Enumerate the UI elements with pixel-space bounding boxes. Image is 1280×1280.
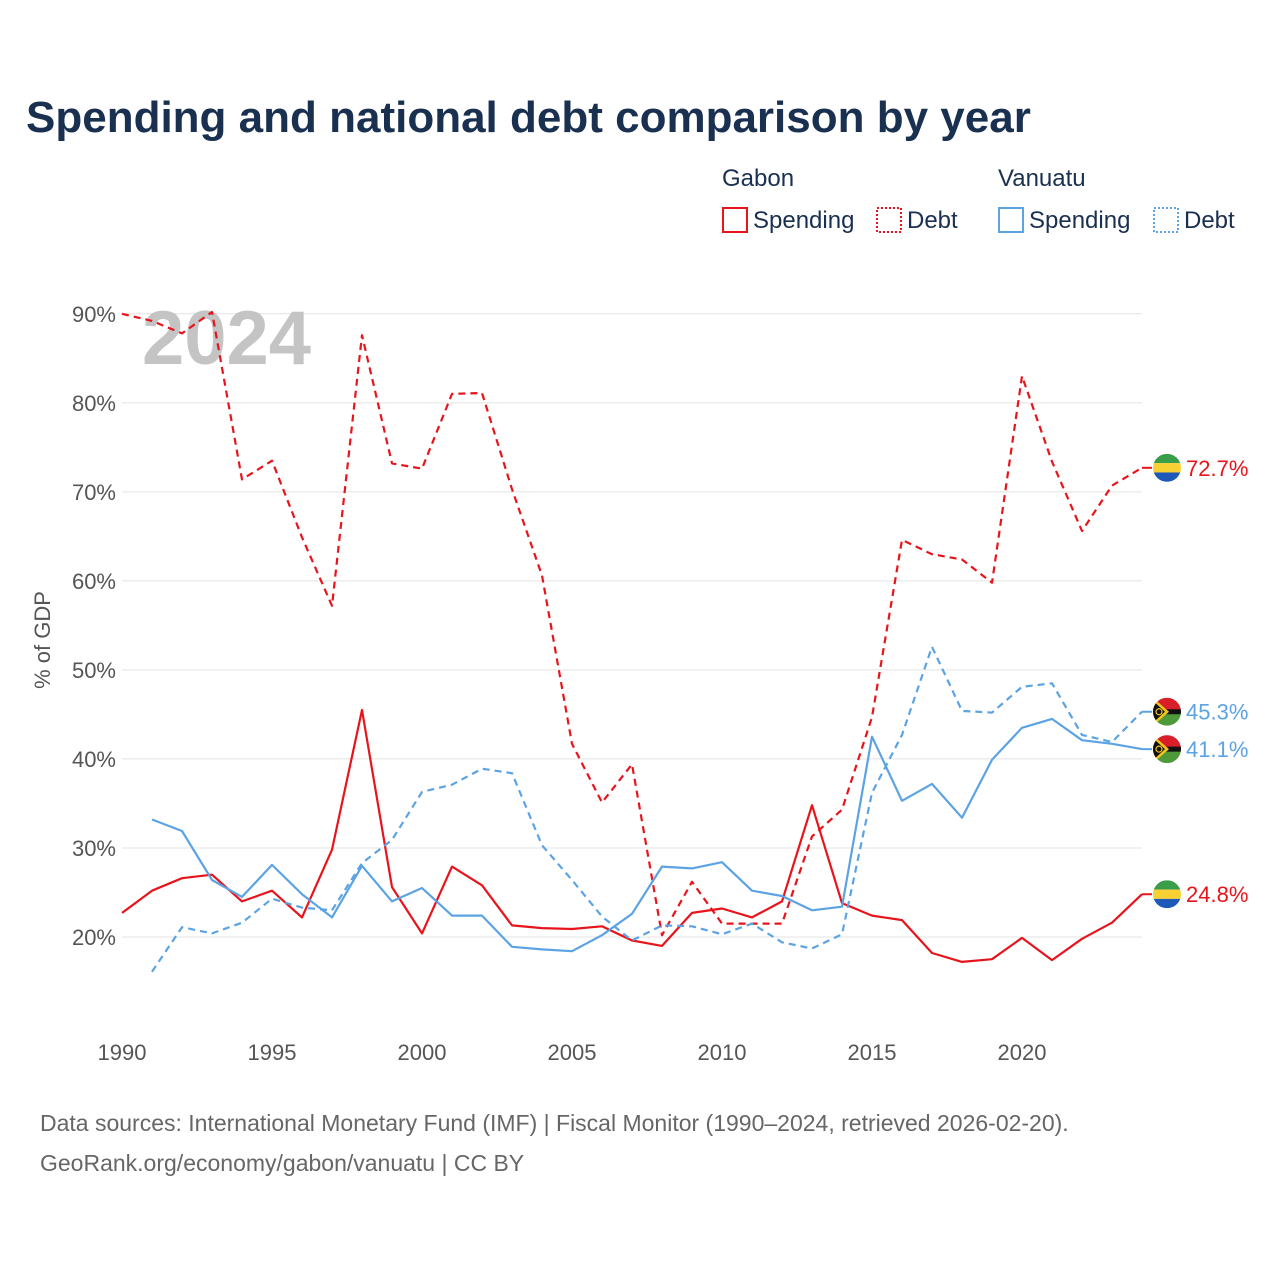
series-line-vanuatu-spending [151, 717, 1143, 953]
y-tick-label: 20% [72, 925, 116, 950]
y-tick-label: 40% [72, 747, 116, 772]
x-tick-labels: 1990 1995 2000 2005 2010 2015 2020 [98, 1040, 1047, 1065]
legend-label-vanuatu-debt: Debt [1184, 207, 1235, 234]
x-tick-label: 2015 [848, 1040, 897, 1065]
series-line-gabon-spending [121, 708, 1143, 963]
end-marker-vanuatu-spending: 41.1% [1142, 735, 1248, 764]
x-tick-label: 1990 [98, 1040, 147, 1065]
end-marker-gabon-spending: 24.8% [1142, 880, 1248, 909]
end-value-label: 41.1% [1186, 737, 1248, 762]
y-tick-label: 70% [72, 480, 116, 505]
gabon-flag-icon [1153, 880, 1181, 909]
gabon-flag-icon [1153, 453, 1181, 482]
y-tick-label: 80% [72, 391, 116, 416]
footer-credit: GeoRank.org/economy/gabon/vanuatu | CC B… [40, 1150, 524, 1176]
x-tick-label: 2000 [398, 1040, 447, 1065]
legend-label-gabon-spending: Spending [753, 207, 854, 234]
end-marker-gabon-debt: 72.7% [1142, 453, 1248, 482]
chart-title: Spending and national debt comparison by… [26, 93, 1031, 142]
series-line-vanuatu-debt [151, 645, 1143, 973]
x-tick-label: 2020 [998, 1040, 1047, 1065]
end-value-label: 45.3% [1186, 700, 1248, 725]
year-watermark: 2024 [142, 296, 311, 381]
series-line-gabon-debt [121, 310, 1143, 937]
y-tick-label: 30% [72, 836, 116, 861]
x-tick-label: 2005 [548, 1040, 597, 1065]
legend-group-vanuatu: Vanuatu [998, 165, 1086, 192]
legend-label-gabon-debt: Debt [907, 207, 958, 234]
vanuatu-flag-icon [1153, 735, 1181, 764]
vanuatu-flag-icon [1153, 697, 1181, 726]
y-tick-label: 50% [72, 658, 116, 683]
end-value-label: 72.7% [1186, 456, 1248, 481]
x-tick-label: 1995 [248, 1040, 297, 1065]
end-marker-vanuatu-debt: 45.3% [1142, 697, 1248, 726]
end-value-label: 24.8% [1186, 882, 1248, 907]
x-tick-label: 2010 [698, 1040, 747, 1065]
y-tick-label: 90% [72, 302, 116, 327]
legend: Gabon Spending Debt Vanuatu Spending Deb… [722, 165, 1235, 234]
legend-swatch-gabon-spending [722, 207, 748, 233]
y-tick-label: 60% [72, 569, 116, 594]
legend-label-vanuatu-spending: Spending [1029, 207, 1130, 234]
y-tick-labels: 20% 30% 40% 50% 60% 70% 80% 90% [72, 302, 116, 950]
legend-swatch-vanuatu-debt [1153, 207, 1179, 233]
legend-group-gabon: Gabon [722, 165, 794, 192]
legend-swatch-gabon-debt [876, 207, 902, 233]
end-markers: 24.8% 72.7% 41.1% 45.3% [1142, 453, 1248, 909]
legend-swatch-vanuatu-spending [998, 207, 1024, 233]
footer-sources: Data sources: International Monetary Fun… [40, 1110, 1069, 1136]
series-lines [121, 310, 1143, 973]
gridlines [122, 313, 1142, 938]
y-axis-title: % of GDP [30, 591, 55, 689]
